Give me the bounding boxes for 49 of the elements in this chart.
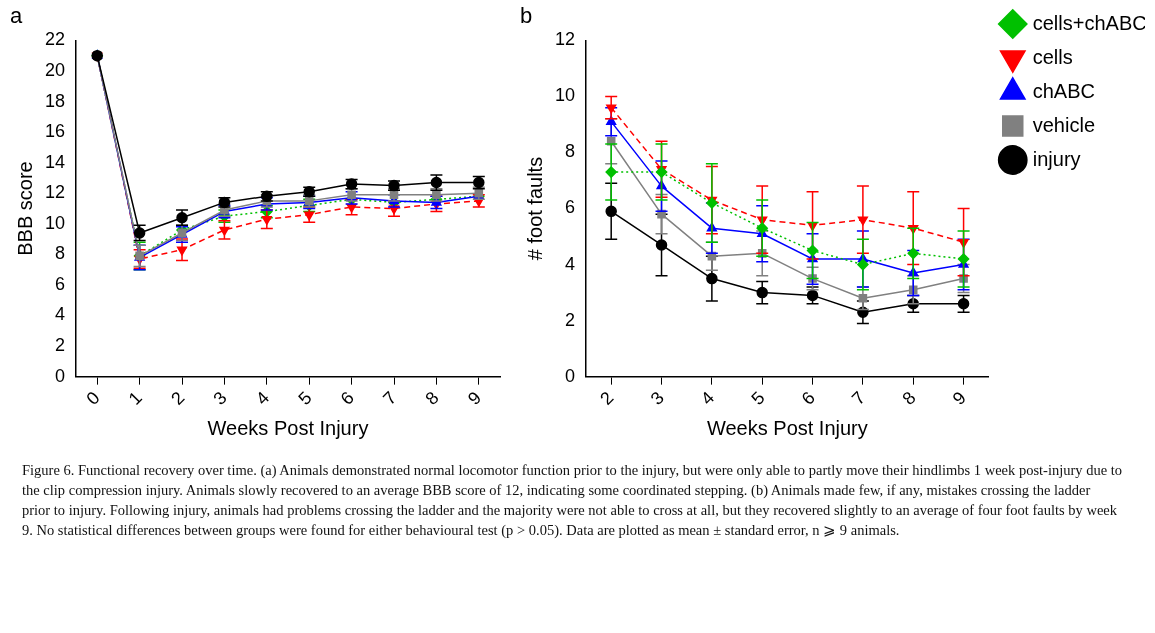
legend-label: vehicle — [1032, 113, 1096, 136]
y-axis-title: BBB score — [13, 161, 36, 256]
x-tick-label: 3 — [209, 387, 231, 409]
x-tick-label: 0 — [82, 387, 104, 409]
x-tick-label: 6 — [797, 387, 819, 409]
x-axis-title: Weeks Post Injury — [706, 416, 868, 439]
y-tick-label: 10 — [44, 212, 66, 233]
x-tick-label: 8 — [898, 387, 920, 409]
y-tick-label: 12 — [44, 182, 66, 203]
y-tick-label: 12 — [554, 29, 576, 50]
x-tick-label: 1 — [124, 387, 146, 409]
y-tick-label: 20 — [44, 59, 66, 80]
y-tick-label: 2 — [565, 309, 576, 330]
y-tick-label: 6 — [55, 273, 66, 294]
x-tick-label: 9 — [948, 387, 970, 409]
x-tick-label: 2 — [596, 387, 618, 409]
y-tick-label: 0 — [55, 365, 66, 386]
y-tick-label: 14 — [44, 151, 66, 172]
legend-label: chABC — [1032, 79, 1095, 102]
x-tick-label: 2 — [167, 387, 189, 409]
x-tick-label: 3 — [646, 387, 668, 409]
x-tick-label: 7 — [848, 387, 870, 409]
y-tick-label: 0 — [565, 365, 576, 386]
y-tick-label: 4 — [55, 304, 66, 325]
x-tick-label: 5 — [294, 387, 316, 409]
y-tick-label: 6 — [565, 197, 576, 218]
legend-label: injury — [1032, 147, 1081, 170]
x-tick-label: 9 — [463, 387, 486, 409]
y-tick-label: 4 — [565, 253, 576, 274]
x-tick-label: 4 — [696, 387, 719, 409]
caption: Figure 6. Functional recovery over time. (a) Animals demonstrated normal locomotor function prior to the injury, but were only able to partly move their hindlimbs 1 week post-injury due to the clip compression injury. Animals slowly recovered to an average BBB score of 12, indicating some coordinated stepping. (b) Animals made few, if any, mistakes crossing the ladder prior to injury. Following injury, animals had problems crossing the ladder and the majority were not able to cross at all, but they recovered slightly to an average of four foot faults by week 9. No statistical differences between groups were found for either behavioural test (p > 0.05). Data are plotted as mean ± standard error, n ⩾ 9 animals. — [22, 461, 1123, 540]
x-tick-label: 7 — [379, 387, 401, 409]
x-tick-label: 8 — [421, 387, 443, 409]
legend-label: cells+chABC — [1032, 11, 1147, 34]
y-tick-label: 2 — [55, 335, 66, 356]
y-tick-label: 22 — [44, 29, 66, 50]
x-tick-label: 5 — [747, 387, 769, 409]
y-tick-label: 18 — [44, 90, 66, 111]
legend-label: cells — [1032, 45, 1073, 68]
y-tick-label: 8 — [565, 141, 576, 162]
x-tick-label: 4 — [251, 387, 274, 409]
y-axis-title: # foot faults — [523, 156, 546, 261]
x-axis-title: Weeks Post Injury — [207, 416, 369, 439]
chart-title: a — [10, 3, 23, 29]
y-tick-label: 16 — [44, 121, 66, 142]
y-tick-label: 8 — [55, 243, 66, 264]
chart-title: b — [520, 3, 533, 29]
x-tick-label: 6 — [336, 387, 358, 409]
y-tick-label: 10 — [554, 85, 576, 106]
